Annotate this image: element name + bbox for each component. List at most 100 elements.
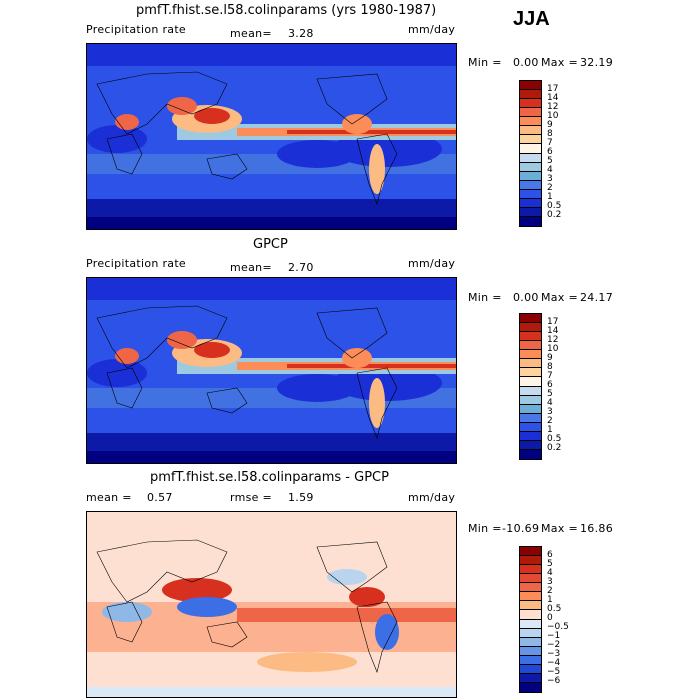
colorbar-tick-label: 17	[547, 316, 559, 327]
units-label: mm/day	[408, 257, 456, 270]
colorbar-tick-label: 9	[547, 352, 553, 363]
colorbar-swatch	[520, 547, 541, 557]
min-label: Min =	[468, 56, 502, 69]
colorbar-swatch	[520, 90, 541, 100]
colorbar-swatch	[520, 359, 541, 369]
colorbar	[519, 546, 542, 693]
colorbar-swatch	[520, 108, 541, 118]
min-value: -10.69	[502, 522, 540, 535]
colorbar-swatch	[520, 601, 541, 611]
colorbar-swatch	[520, 431, 541, 441]
map-field	[87, 278, 456, 463]
colorbar-swatch	[520, 664, 541, 674]
max-value: 24.17	[580, 291, 613, 304]
colorbar	[519, 80, 542, 227]
colorbar-swatch	[520, 583, 541, 593]
colorbar-tick-label: −2	[547, 640, 561, 651]
colorbar-swatch	[520, 198, 541, 208]
colorbar-swatch	[520, 314, 541, 324]
colorbar-swatch	[520, 368, 541, 378]
colorbar-swatch	[520, 153, 541, 163]
season-label: JJA	[513, 8, 550, 30]
colorbar-tick-label: 8	[547, 361, 553, 372]
colorbar-swatch	[520, 422, 541, 432]
left-label: Precipitation rate	[86, 257, 186, 270]
panel-title: pmfT.fhist.se.l58.colinparams (yrs 1980-…	[136, 3, 437, 18]
colorbar-swatch	[520, 592, 541, 602]
colorbar-swatch	[520, 556, 541, 566]
colorbar-tick-label: 3	[547, 407, 553, 418]
colorbar-swatch	[520, 332, 541, 342]
mean-value: 2.70	[288, 261, 314, 274]
colorbar-swatch	[520, 99, 541, 109]
colorbar-tick-label: 9	[547, 119, 553, 130]
min-value: 0.00	[513, 291, 539, 304]
colorbar-swatch	[520, 189, 541, 199]
colorbar-tick-label: 1	[547, 425, 553, 436]
units-label: mm/day	[408, 491, 456, 504]
max-label: Max =	[541, 291, 578, 304]
colorbar-swatch	[520, 117, 541, 127]
min-label: Min =	[468, 291, 502, 304]
colorbar-tick-label: −6	[547, 676, 561, 687]
max-value: 32.19	[580, 56, 613, 69]
mean-value: 0.57	[147, 491, 173, 504]
colorbar-swatch	[520, 449, 541, 459]
colorbar-tick-label: 4	[547, 165, 553, 176]
min-label: Min =	[468, 522, 502, 535]
colorbar-swatch	[520, 682, 541, 692]
colorbar	[519, 313, 542, 460]
max-value: 16.86	[580, 522, 613, 535]
precip-map	[86, 43, 457, 230]
colorbar-swatch	[520, 610, 541, 620]
colorbar-swatch	[520, 162, 541, 172]
colorbar-tick-label: 2	[547, 585, 553, 596]
colorbar-swatch	[520, 207, 541, 217]
colorbar-swatch	[520, 673, 541, 683]
colorbar-tick-label: 10	[547, 343, 559, 354]
panel-title: pmfT.fhist.se.l58.colinparams - GPCP	[150, 470, 389, 485]
rmse-label: rmse =	[230, 491, 273, 504]
panel-title: GPCP	[253, 237, 288, 252]
mean-label: mean =	[86, 491, 132, 504]
colorbar-swatch	[520, 386, 541, 396]
colorbar-tick-label: 0.5	[547, 201, 562, 212]
colorbar-swatch	[520, 637, 541, 647]
colorbar-swatch	[520, 565, 541, 575]
colorbar-tick-label: 4	[547, 567, 553, 578]
units-label: mm/day	[408, 23, 456, 36]
map-field	[87, 44, 456, 229]
colorbar-swatch	[520, 574, 541, 584]
colorbar-swatch	[520, 413, 541, 423]
colorbar-tick-label: 14	[547, 325, 559, 336]
colorbar-tick-label: 8	[547, 128, 553, 139]
colorbar-tick-label: 6	[547, 380, 553, 390]
colorbar-tick-label: 0.5	[547, 434, 562, 445]
colorbar-tick-label: 5	[547, 156, 553, 167]
colorbar-swatch	[520, 135, 541, 145]
colorbar-tick-label: 4	[547, 398, 553, 409]
colorbar-swatch	[520, 646, 541, 656]
colorbar-swatch	[520, 341, 541, 351]
max-label: Max =	[541, 56, 578, 69]
colorbar-tick-label: 7	[547, 137, 553, 148]
colorbar-tick-label: 3	[547, 576, 553, 587]
left-label: Precipitation rate	[86, 23, 186, 36]
colorbar-swatch	[520, 171, 541, 181]
mean-label: mean=	[230, 27, 272, 40]
colorbar-tick-label: 2	[547, 416, 553, 427]
colorbar-swatch	[520, 377, 541, 387]
colorbar-tick-label: 5	[547, 558, 553, 569]
colorbar-tick-label: 5	[547, 389, 553, 400]
colorbar-tick-label: 0	[547, 613, 553, 623]
colorbar-swatch	[520, 350, 541, 360]
colorbar-tick-label: 17	[547, 83, 559, 94]
colorbar-tick-label: 0.5	[547, 603, 562, 614]
colorbar-swatch	[520, 619, 541, 629]
colorbar-tick-label: 3	[547, 174, 553, 185]
colorbar-tick-label: 2	[547, 183, 553, 194]
colorbar-tick-label: −4	[547, 658, 561, 669]
colorbar-swatch	[520, 404, 541, 414]
min-value: 0.00	[513, 56, 539, 69]
colorbar-tick-label: 0.2	[547, 210, 562, 221]
